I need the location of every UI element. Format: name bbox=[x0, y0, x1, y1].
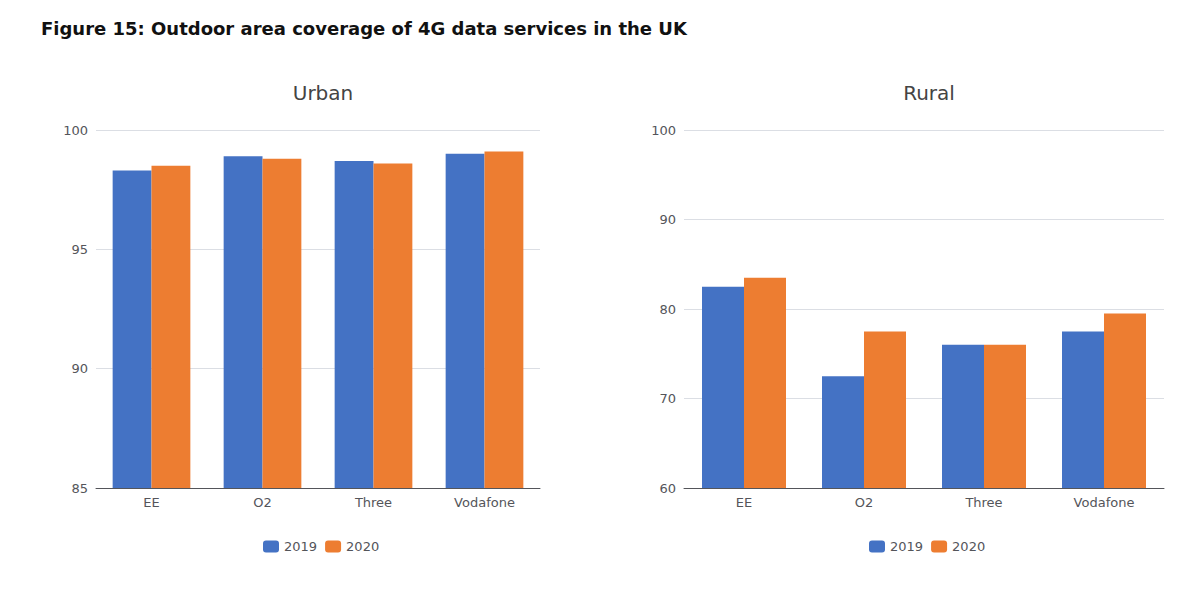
svg-text:Vodafone: Vodafone bbox=[454, 495, 515, 510]
svg-text:Rural: Rural bbox=[903, 81, 955, 105]
svg-text:Urban: Urban bbox=[293, 81, 354, 105]
svg-text:80: 80 bbox=[659, 302, 676, 317]
svg-text:85: 85 bbox=[71, 481, 88, 496]
svg-text:100: 100 bbox=[63, 123, 88, 138]
svg-text:2020: 2020 bbox=[346, 539, 379, 554]
svg-text:2020: 2020 bbox=[952, 539, 985, 554]
svg-text:95: 95 bbox=[71, 242, 88, 257]
svg-text:Three: Three bbox=[354, 495, 392, 510]
svg-text:60: 60 bbox=[659, 481, 676, 496]
svg-text:70: 70 bbox=[659, 391, 676, 406]
svg-text:Three: Three bbox=[964, 495, 1002, 510]
svg-text:EE: EE bbox=[143, 495, 159, 510]
svg-text:2019: 2019 bbox=[890, 539, 923, 554]
svg-text:90: 90 bbox=[71, 361, 88, 376]
svg-text:O2: O2 bbox=[855, 495, 874, 510]
svg-text:Vodafone: Vodafone bbox=[1074, 495, 1135, 510]
svg-text:O2: O2 bbox=[253, 495, 272, 510]
svg-text:EE: EE bbox=[736, 495, 752, 510]
svg-text:100: 100 bbox=[651, 123, 676, 138]
svg-text:Figure 15: Outdoor area covera: Figure 15: Outdoor area coverage of 4G d… bbox=[41, 18, 688, 39]
svg-text:90: 90 bbox=[659, 212, 676, 227]
svg-text:2019: 2019 bbox=[284, 539, 317, 554]
